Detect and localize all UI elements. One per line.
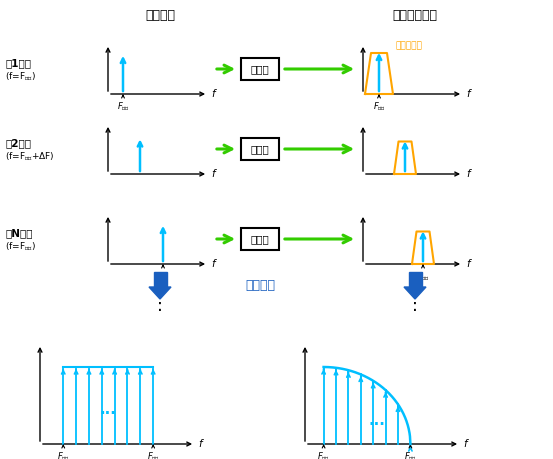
Text: f: f [198,439,202,449]
Text: f: f [463,439,467,449]
Text: 被测件: 被测件 [251,64,269,74]
Text: f: f [466,259,469,269]
Text: ···: ··· [368,417,385,432]
Polygon shape [409,272,421,287]
Text: (f=F$_{\mathrm{开始}}$+ΔF): (f=F$_{\mathrm{开始}}$+ΔF) [5,150,55,162]
Text: ⋮: ⋮ [406,295,424,313]
Text: $F_{\mathrm{开始}}$: $F_{\mathrm{开始}}$ [317,450,330,459]
Text: 频率扫描: 频率扫描 [245,279,275,292]
Text: 带通滤波器: 带通滤波器 [395,41,422,50]
Text: $F_{\mathrm{开始}}$: $F_{\mathrm{开始}}$ [57,450,70,459]
Text: $F_{\mathrm{停止}}$: $F_{\mathrm{停止}}$ [404,450,417,459]
Polygon shape [149,287,171,299]
Text: f: f [211,89,215,99]
Text: ⋮: ⋮ [151,295,169,313]
Text: f: f [211,169,215,179]
Text: ···: ··· [100,406,117,421]
Text: 接收到的信号: 接收到的信号 [393,9,437,22]
Text: (f=F$_{\mathrm{停止}}$): (f=F$_{\mathrm{停止}}$) [5,240,36,252]
Text: $F_{\mathrm{停止}}$: $F_{\mathrm{停止}}$ [147,450,160,459]
FancyBboxPatch shape [241,58,279,80]
Text: 输入信号: 输入信号 [145,9,175,22]
Text: $F_{\mathrm{开始}}$: $F_{\mathrm{开始}}$ [117,100,129,112]
Text: 第1个点: 第1个点 [5,58,31,68]
Text: (f=F$_{\mathrm{开始}}$): (f=F$_{\mathrm{开始}}$) [5,70,36,82]
Polygon shape [154,272,166,287]
FancyBboxPatch shape [241,228,279,250]
Text: 第N个点: 第N个点 [5,228,33,238]
Text: 第2个点: 第2个点 [5,138,31,148]
Text: f: f [466,169,469,179]
FancyBboxPatch shape [241,138,279,160]
Text: $F_{\mathrm{开始}}$: $F_{\mathrm{开始}}$ [373,100,385,112]
Text: f: f [466,89,469,99]
Polygon shape [404,287,426,299]
Text: 被测件: 被测件 [251,144,269,154]
Text: f: f [211,259,215,269]
Text: 被测件: 被测件 [251,234,269,244]
Text: $F_{\mathrm{停止}}$: $F_{\mathrm{停止}}$ [416,270,430,282]
Text: $F_{\mathrm{开始}}$: $F_{\mathrm{开始}}$ [156,270,169,282]
